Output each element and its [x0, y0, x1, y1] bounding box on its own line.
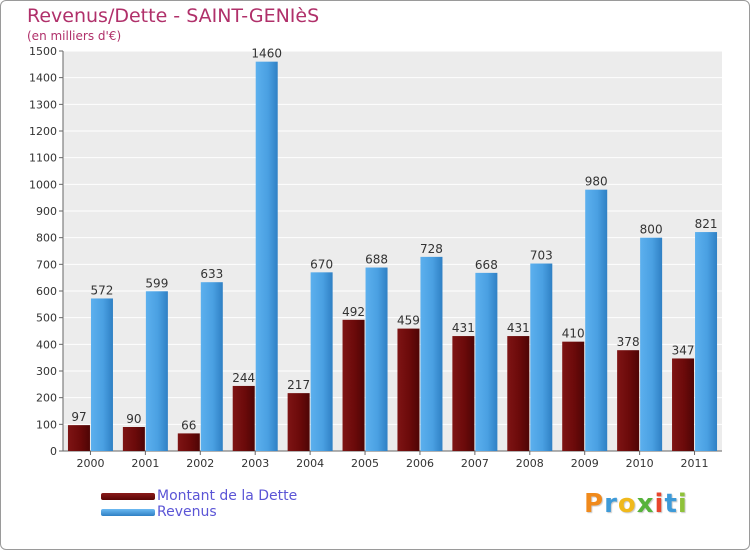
legend-swatch-dette	[101, 492, 155, 500]
data-label-revenus-2008: 703	[530, 249, 553, 263]
legend-item-dette: Montant de la Dette	[101, 488, 297, 504]
y-tick-label-1100: 1100	[29, 152, 57, 165]
x-tick-label-2011: 2011	[681, 457, 709, 470]
y-tick-label-1500: 1500	[29, 45, 57, 58]
data-label-dette-2010: 378	[617, 335, 640, 349]
bar-revenus-2007	[475, 272, 498, 451]
bar-dette-2002	[177, 433, 200, 451]
bar-revenus-2005	[365, 267, 388, 451]
x-tick-label-2010: 2010	[626, 457, 654, 470]
data-label-revenus-2007: 668	[475, 258, 498, 272]
bar-revenus-2002	[200, 282, 223, 451]
bar-dette-2003	[232, 385, 255, 451]
legend-label-revenus: Revenus	[157, 504, 217, 520]
bar-dette-2007	[452, 336, 475, 451]
logo-letter: P	[584, 489, 605, 519]
data-label-revenus-2003: 1460	[251, 47, 282, 61]
bar-dette-2004	[287, 393, 310, 451]
data-label-revenus-2004: 670	[310, 257, 333, 271]
y-tick-label-0: 0	[50, 445, 57, 458]
data-label-dette-2008: 431	[507, 321, 530, 335]
x-tick-label-2001: 2001	[131, 457, 159, 470]
data-label-dette-2004: 217	[287, 378, 310, 392]
logo-letter: i	[654, 489, 665, 519]
data-label-dette-2006: 459	[397, 314, 420, 328]
logo-letter: i	[677, 489, 688, 519]
bar-dette-2005	[342, 319, 365, 451]
x-tick-label-2008: 2008	[516, 457, 544, 470]
legend: Montant de la Dette Revenus	[101, 488, 297, 520]
data-label-revenus-2010: 800	[640, 223, 663, 237]
x-tick-label-2003: 2003	[241, 457, 269, 470]
y-tick-label-1000: 1000	[29, 178, 57, 191]
data-label-dette-2005: 492	[342, 305, 365, 319]
bar-dette-2008	[507, 336, 530, 451]
logo-letter: o	[617, 489, 637, 519]
bar-dette-2011	[672, 358, 695, 451]
x-tick-label-2007: 2007	[461, 457, 489, 470]
legend-swatch-revenus	[101, 508, 155, 516]
y-tick-label-1400: 1400	[29, 72, 57, 85]
bar-revenus-2010	[640, 237, 663, 451]
data-label-revenus-2005: 688	[365, 253, 388, 267]
bar-revenus-2003	[255, 61, 278, 452]
data-label-dette-2011: 347	[672, 343, 695, 357]
data-label-dette-2003: 244	[232, 371, 255, 385]
bar-revenus-2008	[530, 263, 553, 451]
data-label-dette-2007: 431	[452, 321, 475, 335]
bar-revenus-2011	[695, 232, 718, 451]
logo-letter: r	[604, 489, 618, 519]
y-tick-label-700: 700	[36, 258, 57, 271]
y-tick-label-400: 400	[36, 338, 57, 351]
y-tick-label-1200: 1200	[29, 125, 57, 138]
data-label-dette-2002: 66	[181, 418, 196, 432]
bar-dette-2009	[562, 341, 585, 451]
data-label-dette-2000: 97	[71, 410, 86, 424]
x-tick-label-2006: 2006	[406, 457, 434, 470]
x-tick-label-2002: 2002	[186, 457, 214, 470]
logo-letter: t	[664, 489, 678, 519]
data-label-revenus-2001: 599	[145, 276, 168, 290]
bar-revenus-2009	[585, 189, 608, 451]
legend-label-dette: Montant de la Dette	[157, 488, 298, 504]
bar-dette-2006	[397, 328, 420, 451]
data-label-revenus-2002: 633	[200, 267, 223, 281]
plot-area	[63, 51, 722, 451]
bar-dette-2000	[67, 425, 90, 451]
y-tick-label-500: 500	[36, 312, 57, 325]
bar-revenus-2006	[420, 256, 443, 451]
y-tick-label-600: 600	[36, 285, 57, 298]
x-tick-label-2009: 2009	[571, 457, 599, 470]
data-label-dette-2009: 410	[562, 327, 585, 341]
y-tick-label-1300: 1300	[29, 98, 57, 111]
x-tick-label-2004: 2004	[296, 457, 324, 470]
data-label-revenus-2009: 980	[585, 175, 608, 189]
y-tick-label-100: 100	[36, 418, 57, 431]
data-label-revenus-2006: 728	[420, 242, 443, 256]
bar-dette-2001	[122, 427, 145, 451]
bar-dette-2010	[617, 350, 640, 451]
bar-revenus-2000	[90, 298, 113, 451]
bar-revenus-2001	[145, 291, 168, 451]
y-tick-label-900: 900	[36, 205, 57, 218]
proxiti-logo: Proxiti	[584, 489, 688, 519]
chart-subtitle: (en milliers d'€)	[27, 29, 122, 43]
x-tick-label-2000: 2000	[76, 457, 104, 470]
bar-revenus-2004	[310, 272, 333, 451]
data-label-revenus-2011: 821	[695, 217, 718, 231]
y-tick-label-800: 800	[36, 232, 57, 245]
data-label-dette-2001: 90	[126, 412, 141, 426]
logo-letter: x	[636, 489, 655, 519]
y-tick-label-300: 300	[36, 365, 57, 378]
x-tick-label-2005: 2005	[351, 457, 379, 470]
data-label-revenus-2000: 572	[91, 283, 114, 297]
chart-title: Revenus/Dette - SAINT-GENIèS	[27, 5, 320, 27]
legend-item-revenus: Revenus	[101, 504, 297, 520]
y-tick-label-200: 200	[36, 392, 57, 405]
